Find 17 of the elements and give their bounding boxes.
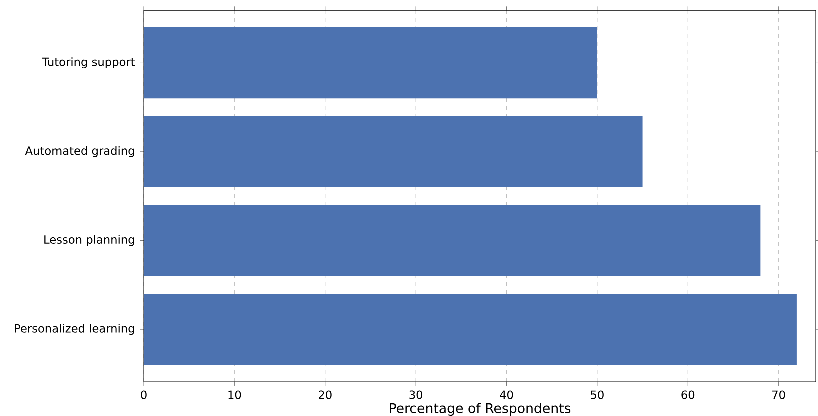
- y-tick-label: Lesson planning: [44, 235, 134, 246]
- y-tick-label: Automated grading: [25, 146, 134, 158]
- bar: [144, 205, 761, 276]
- x-tick-label: 50: [591, 390, 604, 400]
- x-tick-label: 30: [410, 390, 423, 400]
- x-tick-label: 10: [228, 390, 242, 400]
- bar: [144, 28, 598, 99]
- x-tick-label: 40: [500, 390, 514, 400]
- x-tick-label: 0: [141, 390, 147, 400]
- y-tick-label: Tutoring support: [42, 58, 136, 69]
- x-tick-label: 60: [682, 390, 695, 400]
- x-tick-label: 70: [772, 390, 786, 400]
- bar: [144, 116, 643, 188]
- x-axis-title: Percentage of Respondents: [390, 403, 571, 416]
- bar: [144, 294, 797, 366]
- x-tick-label: 20: [319, 390, 332, 400]
- y-tick-label: Personalized learning: [15, 324, 134, 336]
